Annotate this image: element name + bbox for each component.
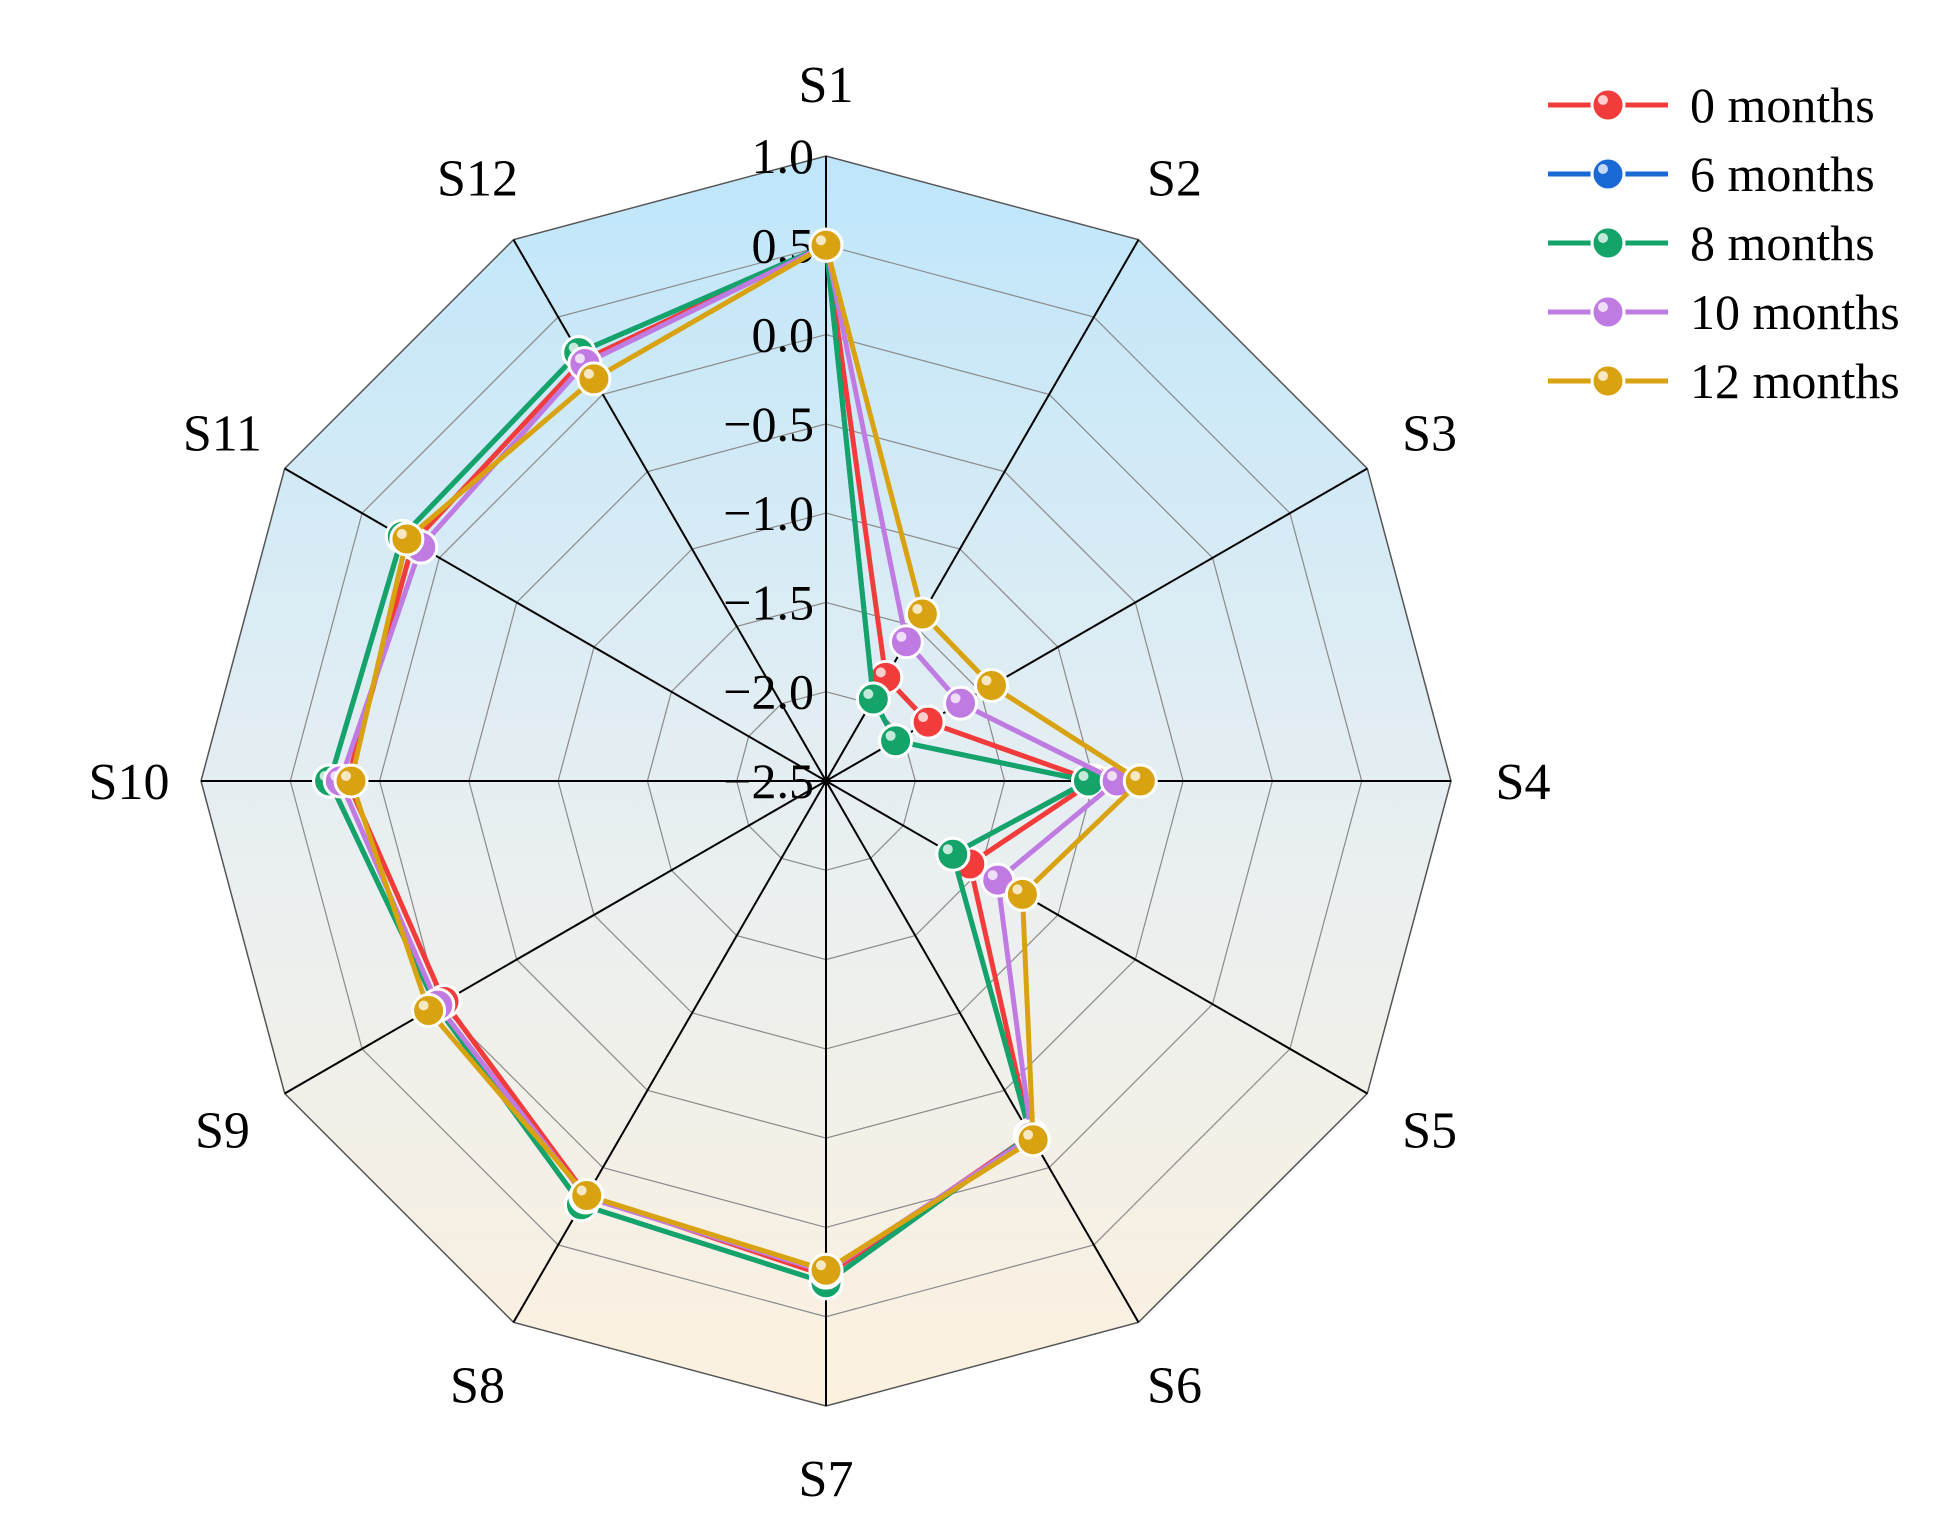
data-point-highlight (583, 368, 594, 379)
data-point (411, 993, 447, 1028)
legend-item: 10 months (1548, 284, 1900, 340)
data-point-highlight (1078, 771, 1089, 781)
radial-tick-label: 1.0 (752, 128, 815, 184)
data-point-highlight (912, 604, 923, 614)
axis-label-s4: S4 (1496, 754, 1551, 811)
data-point-highlight (918, 712, 929, 723)
radial-tick-label: −2.5 (723, 753, 814, 809)
legend-item: 0 months (1548, 77, 1875, 133)
legend-marker-highlight (1598, 233, 1608, 243)
data-point (1015, 1122, 1051, 1158)
data-point (878, 723, 914, 759)
data-point-highlight (576, 1185, 587, 1196)
data-point (808, 227, 844, 263)
data-point (1122, 763, 1158, 799)
data-point (974, 668, 1009, 703)
radial-tick-label: 0.0 (752, 307, 815, 363)
legend-marker (1590, 363, 1626, 399)
radial-tick-label: −1.5 (723, 574, 814, 630)
data-point-highlight (396, 529, 407, 539)
data-point (569, 1178, 605, 1213)
data-point-highlight (885, 730, 896, 741)
radial-tick-labels: 1.00.50.0−0.5−1.0−1.5−2.0−2.5 (723, 128, 814, 809)
axis-label-s2: S2 (1147, 150, 1202, 207)
legend-marker (1590, 225, 1626, 261)
legend-label: 0 months (1690, 77, 1875, 133)
data-point-highlight (950, 693, 961, 704)
data-point-highlight (875, 667, 886, 678)
axis-label-s5: S5 (1402, 1103, 1457, 1160)
series-12-months (333, 227, 1158, 1288)
data-point-highlight (341, 771, 351, 781)
legend-marker-highlight (1598, 95, 1608, 105)
radial-tick-label: −0.5 (723, 396, 814, 452)
legend-item: 8 months (1548, 215, 1875, 271)
legend-marker (1590, 294, 1626, 330)
legend-marker-highlight (1598, 371, 1608, 381)
legend-label: 6 months (1690, 146, 1875, 202)
legend-label: 12 months (1690, 353, 1900, 409)
radial-tick-label: −1.0 (723, 485, 814, 541)
data-point-highlight (896, 631, 907, 642)
data-point-highlight (863, 689, 874, 699)
data-point-highlight (574, 353, 585, 364)
data-point (904, 596, 940, 632)
axis-label-s6: S6 (1147, 1358, 1202, 1415)
data-point-highlight (1023, 1129, 1034, 1140)
data-series (312, 227, 1158, 1301)
data-point-highlight (987, 870, 998, 881)
data-point-highlight (1130, 771, 1141, 781)
axis-spoke (825, 780, 1368, 1095)
data-point (943, 685, 978, 721)
axis-label-s9: S9 (195, 1103, 250, 1160)
data-point (910, 704, 946, 740)
legend-marker (1590, 87, 1626, 123)
radial-tick-label: −2.0 (723, 664, 814, 720)
axis-label-s11: S11 (183, 406, 262, 463)
axis-spoke (512, 780, 827, 1323)
data-point-highlight (981, 675, 992, 686)
legend-label: 8 months (1690, 215, 1875, 271)
data-point-highlight (816, 1260, 826, 1271)
axis-label-s8: S8 (450, 1358, 505, 1415)
data-point (1004, 876, 1040, 912)
legend-item: 12 months (1548, 353, 1900, 409)
axis-label-s3: S3 (1402, 406, 1457, 463)
data-point-highlight (942, 844, 953, 855)
axis-spoke (284, 467, 827, 782)
legend-label: 10 months (1690, 284, 1900, 340)
legend: 0 months 6 months 8 months 10 months 12 mont… (1548, 77, 1900, 409)
axis-label-s7: S7 (799, 1451, 854, 1508)
data-point-highlight (1107, 771, 1118, 781)
data-point (935, 836, 971, 872)
axis-spoke (512, 239, 827, 782)
legend-marker (1590, 156, 1626, 192)
axis-spoke (825, 780, 1140, 1323)
data-point (808, 1252, 844, 1288)
axis-spokes (201, 156, 1451, 1406)
data-point (389, 521, 425, 557)
legend-marker-highlight (1598, 164, 1608, 174)
axis-spoke (284, 780, 827, 1095)
axis-labels: S1 S2 S3 S4 S5 S6 S7 S8 S9 S10 S11 S12 (89, 57, 1551, 1508)
axis-label-s10: S10 (89, 754, 170, 811)
legend-marker-highlight (1598, 302, 1608, 312)
data-point-highlight (1012, 884, 1023, 895)
legend-item: 6 months (1548, 146, 1875, 202)
axis-label-s12: S12 (437, 150, 518, 207)
data-point (855, 681, 891, 717)
data-point-highlight (816, 235, 826, 246)
axis-label-s1: S1 (799, 57, 854, 114)
data-point (333, 763, 369, 799)
data-point (576, 361, 612, 397)
data-point-highlight (418, 1000, 429, 1011)
